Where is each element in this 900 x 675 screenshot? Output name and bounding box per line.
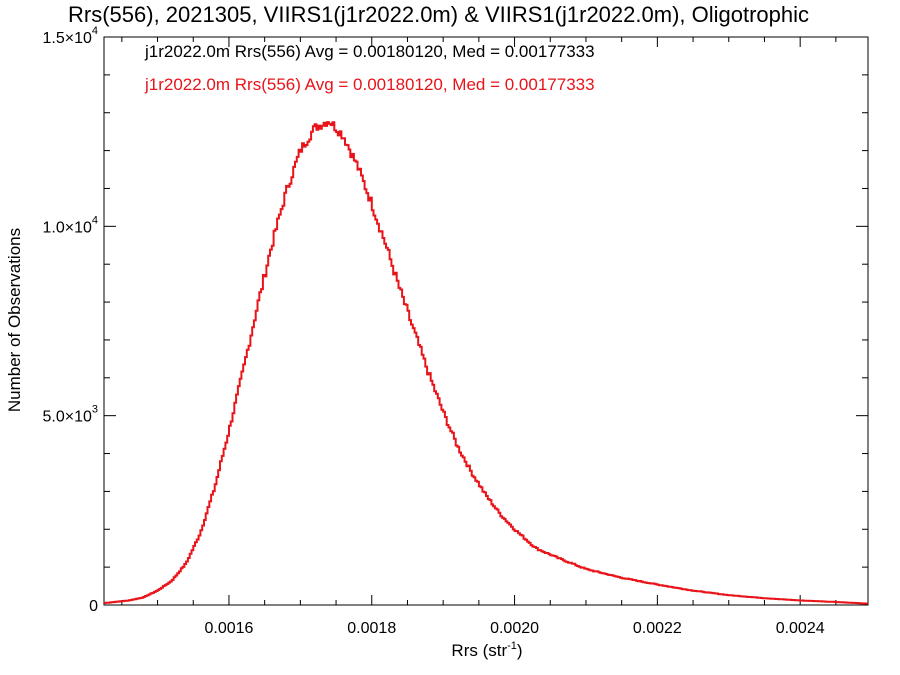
- y-axis-label: Number of Observations: [5, 227, 24, 413]
- histogram-series-line: [104, 121, 868, 605]
- y-tick-label: 5.0×103: [42, 404, 98, 426]
- chart-title: Rrs(556), 2021305, VIIRS1(j1r2022.0m) & …: [68, 2, 810, 27]
- x-axis-label: Rrs (str-1): [451, 640, 522, 661]
- x-axis-label-suffix: ): [516, 641, 523, 660]
- x-tick-label: 0.0022: [633, 620, 682, 637]
- x-axis-label-text: Rrs (str: [451, 641, 508, 660]
- y-tick-label: 1.5×104: [42, 25, 98, 47]
- plot-frame: [103, 36, 869, 606]
- x-tick-label: 0.0020: [490, 620, 539, 637]
- x-tick-label: 0.0024: [776, 620, 825, 637]
- y-tick-label: 1.0×104: [42, 214, 98, 236]
- x-tick-label: 0.0016: [204, 620, 253, 637]
- stats-annotation-red: j1r2022.0m Rrs(556) Avg = 0.00180120, Me…: [145, 75, 595, 94]
- stats-annotation-black: j1r2022.0m Rrs(556) Avg = 0.00180120, Me…: [145, 42, 595, 61]
- x-tick-label: 0.0018: [347, 620, 396, 637]
- y-tick-label: 0: [89, 598, 98, 615]
- x-axis-label-exponent: -1: [507, 640, 517, 652]
